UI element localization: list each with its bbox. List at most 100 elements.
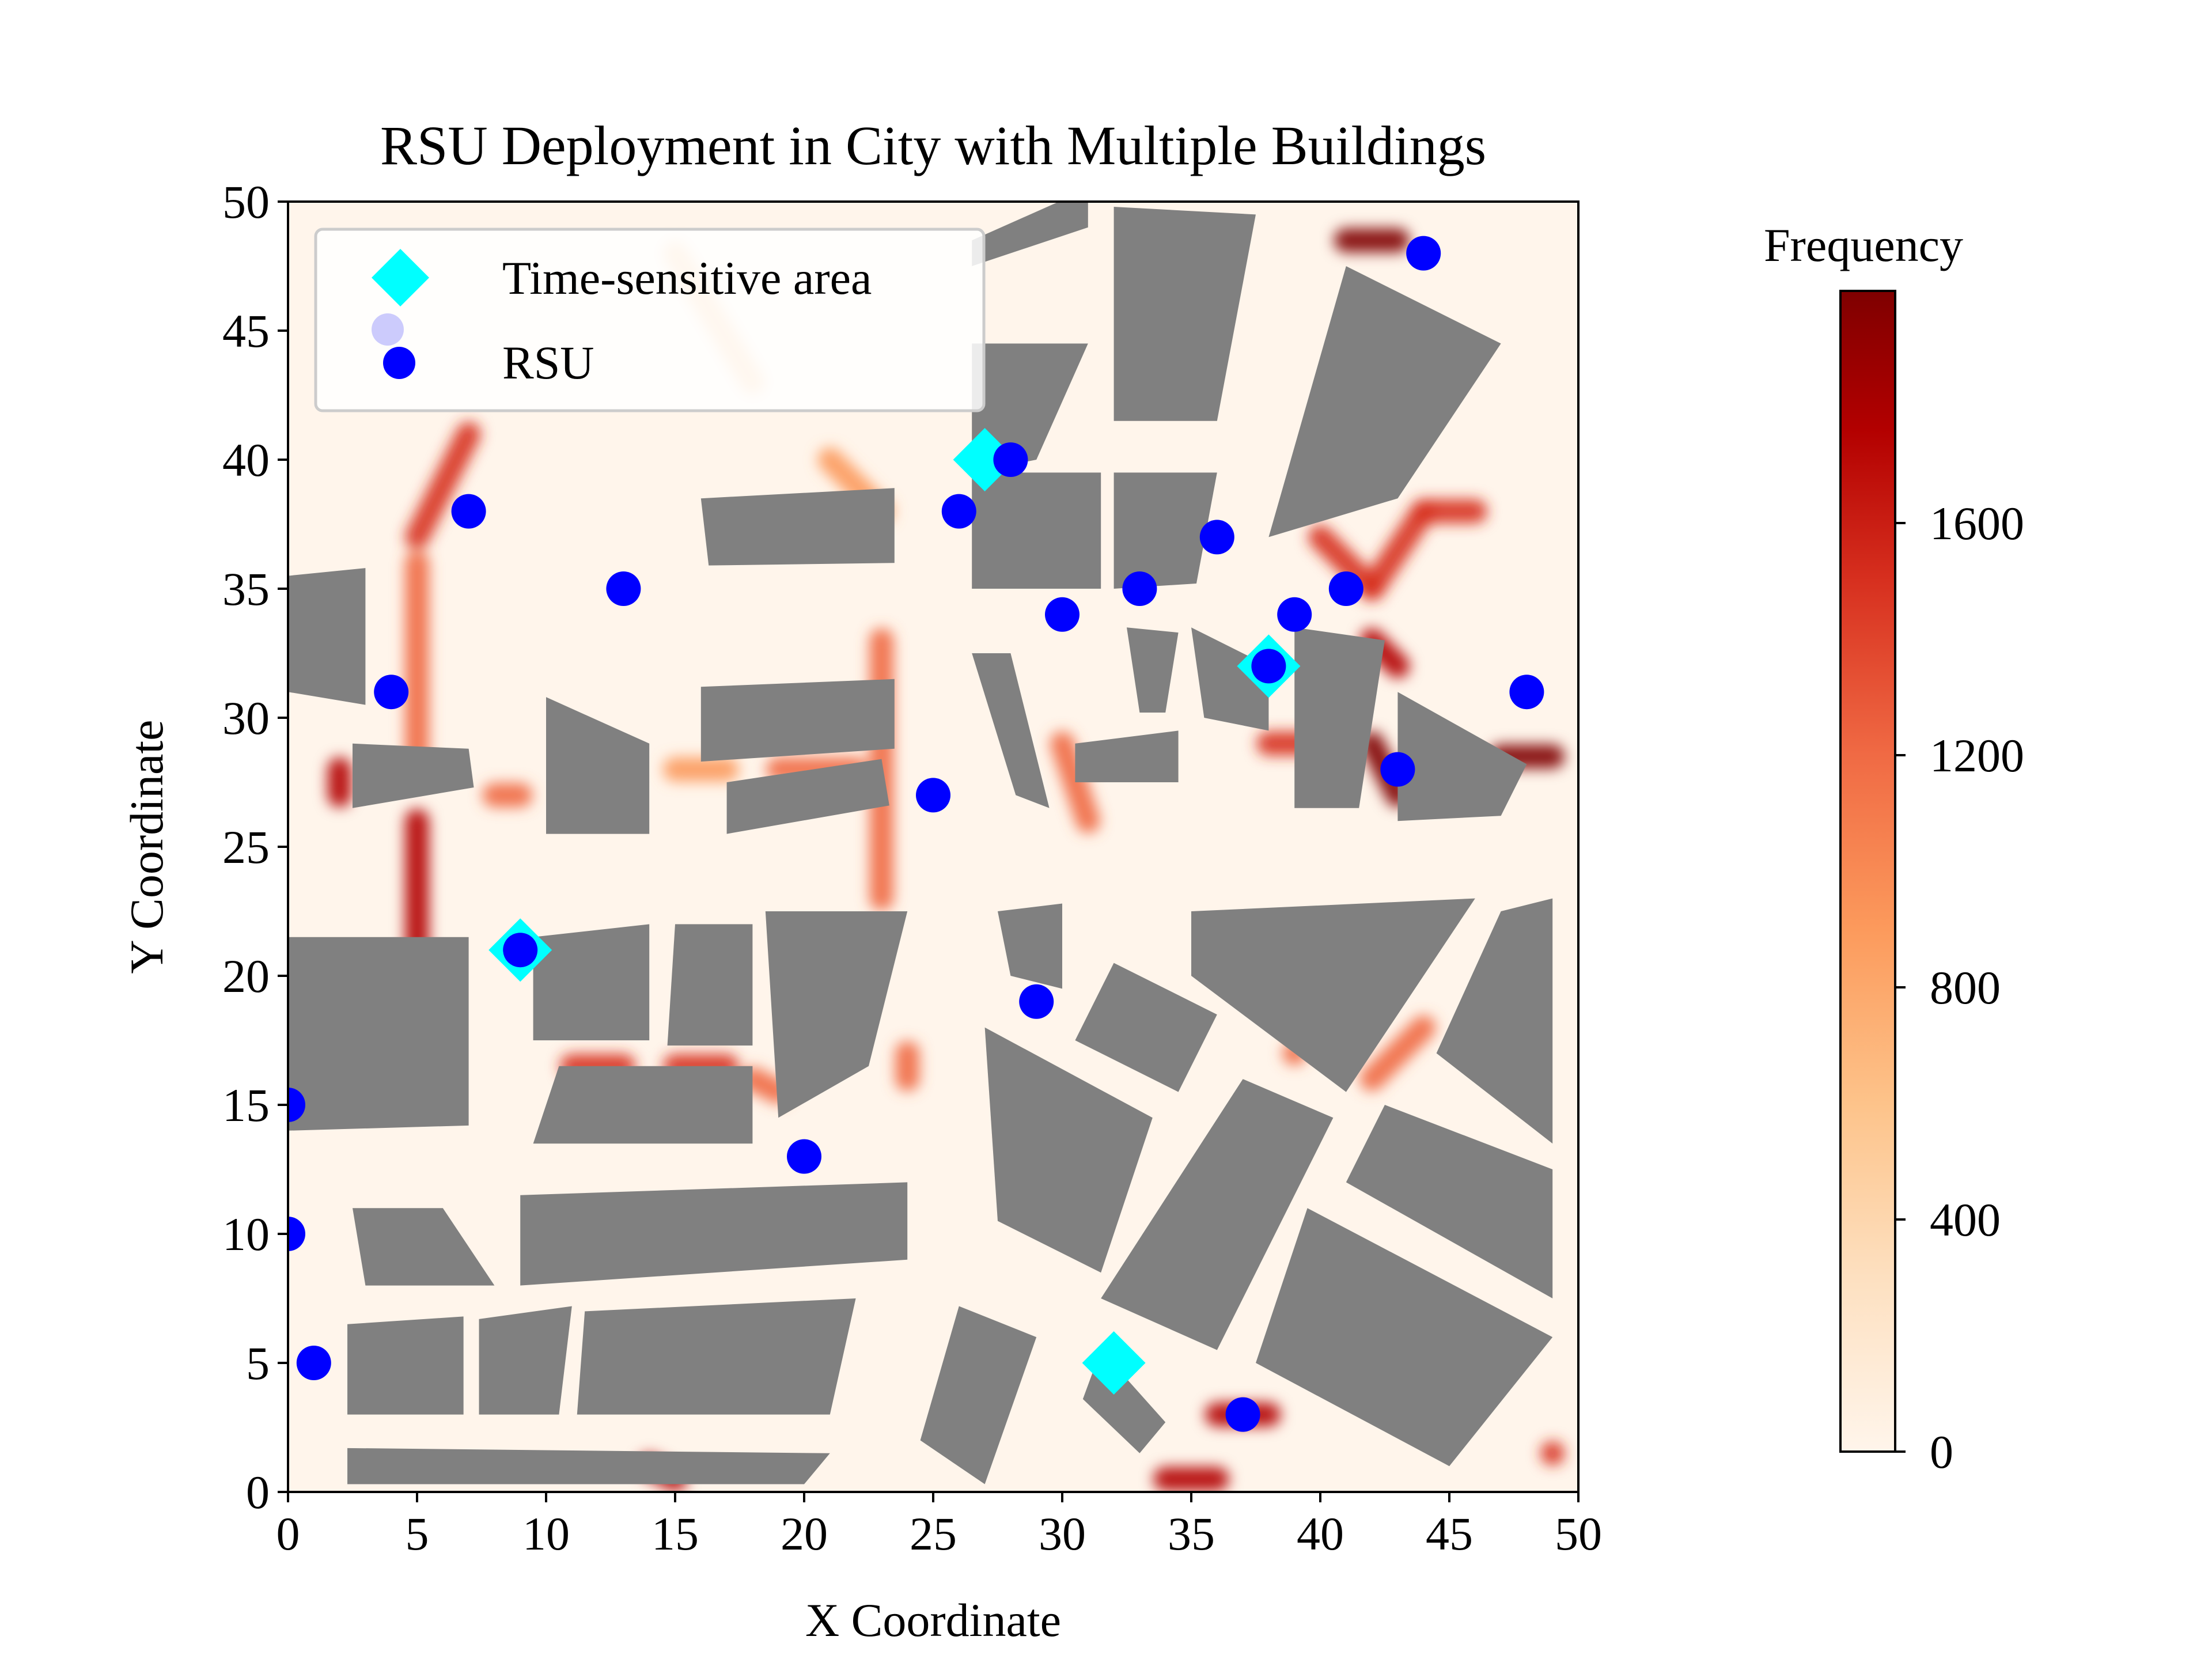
x-tick-label: 5 <box>406 1508 429 1560</box>
colorbar-tick-label: 1600 <box>1930 497 2024 550</box>
y-tick-label: 15 <box>222 1079 270 1131</box>
rsu-marker <box>288 1088 305 1122</box>
x-tick-label: 35 <box>1168 1508 1215 1560</box>
x-axis-ticks: 0 5 10 15 20 25 30 35 40 45 50 <box>276 1492 1602 1560</box>
heat-segment <box>405 422 481 550</box>
building-23 <box>533 1066 753 1144</box>
x-tick-label: 25 <box>910 1508 957 1560</box>
building-4 <box>700 679 895 762</box>
x-axis-label: X Coordinate <box>805 1594 1061 1646</box>
rsu-marker <box>1019 984 1054 1019</box>
building-16 <box>972 202 1088 266</box>
building-32 <box>353 1208 495 1286</box>
building-22 <box>765 911 908 1118</box>
rsu-marker <box>787 1139 821 1174</box>
rsu-marker <box>993 442 1028 477</box>
y-tick-label: 45 <box>222 305 270 357</box>
heat-segment <box>1359 499 1436 601</box>
building-29 <box>1101 1079 1334 1350</box>
building-3 <box>546 697 650 834</box>
building-38 <box>920 1306 1037 1484</box>
building-19 <box>288 937 469 1131</box>
heat-segment <box>1359 1015 1436 1092</box>
legend: Time-sensitive area RSU <box>314 228 986 412</box>
y-tick-label: 5 <box>246 1337 270 1389</box>
chart-title: RSU Deployment in City with Multiple Bui… <box>380 115 1486 176</box>
building-34 <box>347 1316 464 1415</box>
building-12 <box>1397 692 1527 821</box>
rsu-marker <box>1328 571 1363 606</box>
building-1 <box>288 568 366 705</box>
rsu-marker <box>288 1217 305 1251</box>
rsu-marker <box>941 494 976 529</box>
rsu-marker <box>916 778 950 813</box>
building-33 <box>520 1182 908 1286</box>
building-17 <box>1113 206 1256 421</box>
building-8 <box>1075 730 1179 782</box>
building-28 <box>984 1027 1153 1273</box>
legend-diamond-marker <box>372 249 429 306</box>
x-tick-label: 20 <box>781 1508 828 1560</box>
rsu-marker <box>451 494 486 529</box>
building-26 <box>1191 898 1475 1092</box>
y-tick-label: 50 <box>222 176 270 228</box>
legend-label-rsu: RSU <box>502 336 594 389</box>
legend-label-time-sensitive-area: Time-sensitive area <box>502 252 872 304</box>
building-11 <box>1294 627 1385 808</box>
buildings-layer <box>288 202 1553 1484</box>
colorbar-tick-label: 400 <box>1930 1194 2001 1246</box>
y-tick-label: 20 <box>222 950 270 1002</box>
y-tick-label: 40 <box>222 434 270 486</box>
colorbar-tick-label: 1200 <box>1930 729 2024 782</box>
building-20 <box>533 924 650 1040</box>
building-6 <box>700 488 895 566</box>
x-tick-label: 30 <box>1039 1508 1086 1560</box>
time-sensitive-area-marker <box>953 428 1017 491</box>
colorbar-tick-label: 0 <box>1930 1426 1953 1478</box>
building-21 <box>667 924 753 1046</box>
rsu-marker <box>1122 571 1157 606</box>
building-36 <box>577 1298 856 1415</box>
rsu-marker <box>296 1346 331 1380</box>
time-sensitive-area-marker <box>1082 1331 1146 1395</box>
rsu-marker <box>1045 597 1080 632</box>
x-tick-label: 40 <box>1297 1508 1344 1560</box>
colorbar-label: Frequency <box>1764 219 1963 271</box>
building-10 <box>1191 627 1269 731</box>
colorbar: Frequency 0 400 800 1200 1600 <box>1764 219 2024 1478</box>
x-tick-label: 50 <box>1555 1508 1602 1560</box>
x-tick-label: 0 <box>276 1508 300 1560</box>
rsu-marker <box>606 571 641 606</box>
building-37 <box>347 1448 830 1484</box>
x-tick-label: 10 <box>522 1508 570 1560</box>
building-35 <box>479 1306 572 1415</box>
building-14 <box>1113 472 1217 589</box>
y-tick-label: 10 <box>222 1208 270 1260</box>
rsu-marker <box>1406 236 1441 271</box>
building-7 <box>972 653 1050 808</box>
building-18 <box>1268 266 1501 537</box>
markers-layer <box>288 236 1544 1432</box>
building-25 <box>1075 963 1217 1092</box>
rsu-marker <box>374 675 409 710</box>
y-tick-label: 30 <box>222 692 270 744</box>
rsu-marker <box>1251 649 1286 684</box>
y-tick-label: 0 <box>246 1466 270 1518</box>
building-27 <box>1436 898 1553 1144</box>
rsu-marker <box>1199 520 1234 555</box>
rsu-marker <box>1277 597 1312 632</box>
building-31 <box>1256 1208 1553 1467</box>
colorbar-ticks: 0 400 800 1200 1600 <box>1895 497 2024 1478</box>
building-30 <box>1346 1105 1553 1298</box>
building-5 <box>726 759 889 834</box>
x-tick-label: 15 <box>652 1508 699 1560</box>
y-tick-label: 25 <box>222 821 270 873</box>
heat-segment <box>740 1067 791 1104</box>
colorbar-gradient <box>1839 290 1896 1453</box>
y-axis-label: Y Coordinate <box>120 719 173 974</box>
building-9 <box>1127 627 1179 713</box>
rsu-marker <box>503 933 538 968</box>
legend-rsu-marker <box>383 347 415 379</box>
building-24 <box>998 903 1062 989</box>
